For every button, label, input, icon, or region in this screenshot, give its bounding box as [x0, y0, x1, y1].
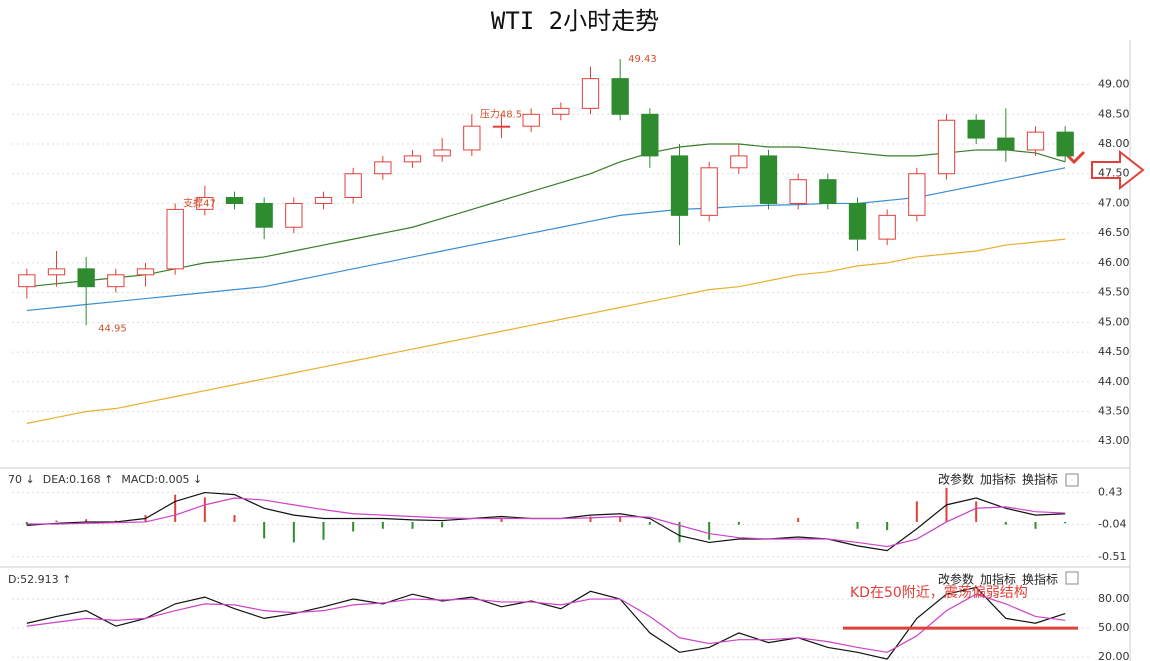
indicator-header: MACD:0.005 ↓	[121, 473, 202, 486]
y-tick-label: 43.50	[1098, 405, 1130, 418]
y-tick-label: 45.50	[1098, 286, 1130, 299]
price-label: 49.43	[628, 54, 657, 65]
y-tick-label: 50.00	[1098, 621, 1130, 634]
y-tick-label: 45.00	[1098, 315, 1130, 328]
y-tick-label: 44.50	[1098, 345, 1130, 358]
candle-body	[730, 155, 748, 169]
candle-body	[136, 268, 155, 276]
candle-body	[581, 78, 600, 109]
indicator-header: 70 ↓	[8, 473, 35, 486]
close-box[interactable]	[1065, 571, 1079, 585]
indicator-line	[26, 167, 1066, 312]
indicator-button[interactable]: 换指标	[1022, 472, 1058, 487]
close-box[interactable]	[1065, 473, 1079, 487]
candle-body	[285, 202, 303, 228]
candle-body	[522, 113, 540, 127]
y-tick-label: -0.04	[1098, 518, 1126, 531]
candle-body	[314, 197, 333, 204]
y-tick-label: 47.50	[1098, 167, 1130, 180]
candle-body	[166, 208, 184, 270]
candle-body	[611, 78, 629, 115]
y-tick-label: 0.43	[1098, 486, 1123, 499]
y-tick-label: 46.50	[1098, 226, 1130, 239]
candle-body	[492, 125, 511, 128]
indicator-header: D:52.913 ↑	[8, 573, 71, 586]
kd-note: KD在50附近，震荡偏弱结构	[850, 585, 1028, 601]
candle-body	[225, 197, 244, 204]
candle-body	[77, 268, 95, 288]
chart-title: WTI 2小时走势	[491, 7, 659, 35]
candle-body	[908, 173, 926, 216]
indicator-header: DEA:0.168 ↑	[43, 473, 114, 486]
candle-body	[374, 161, 392, 175]
candle-body	[255, 202, 273, 228]
candle-body	[967, 119, 985, 139]
indicator-button[interactable]: 加指标	[980, 572, 1016, 587]
indicator-line	[26, 593, 1066, 653]
indicator-line	[26, 491, 1066, 552]
y-tick-label: 20.00	[1098, 650, 1130, 661]
y-tick-label: 46.00	[1098, 256, 1130, 269]
y-tick-label: 47.00	[1098, 196, 1130, 209]
y-tick-label: -0.51	[1098, 550, 1126, 563]
indicator-button[interactable]: 换指标	[1022, 572, 1058, 587]
candle-body	[196, 197, 214, 210]
y-tick-label: 48.00	[1098, 137, 1130, 150]
indicator-button[interactable]: 改参数	[938, 572, 974, 587]
indicator-line	[26, 238, 1066, 424]
candle-body	[552, 107, 570, 115]
trend-arrow	[1091, 149, 1145, 191]
candle-body	[1026, 131, 1045, 151]
candle-body	[759, 155, 778, 204]
candle-body	[848, 202, 867, 240]
candle-body	[344, 173, 362, 199]
y-tick-label: 49.00	[1098, 78, 1130, 91]
price-label: 压力48.5	[480, 107, 522, 120]
y-tick-label: 43.00	[1098, 434, 1130, 447]
candle-body	[789, 179, 807, 204]
price-label: 44.95	[98, 323, 127, 334]
candle-body	[107, 274, 125, 288]
indicator-line	[26, 586, 1066, 660]
candle-body	[641, 113, 659, 157]
candle-body	[18, 274, 36, 288]
candle-body	[1056, 131, 1074, 157]
candle-body	[463, 125, 481, 151]
indicator-button[interactable]: 加指标	[980, 472, 1016, 487]
y-tick-label: 48.50	[1098, 107, 1130, 120]
indicator-line	[26, 497, 1066, 548]
candle-body	[819, 179, 837, 204]
candle-body	[997, 137, 1015, 151]
candle-body	[670, 155, 689, 216]
price-label: 支撑47	[183, 196, 216, 209]
candle-body	[47, 268, 66, 276]
y-tick-label: 44.00	[1098, 375, 1130, 388]
candle-body	[700, 167, 718, 216]
candle-body	[433, 149, 451, 157]
indicator-line	[26, 143, 1066, 288]
candle-body	[878, 214, 896, 240]
candle-body	[403, 155, 422, 163]
indicator-button[interactable]: 改参数	[938, 472, 974, 487]
candle-body	[937, 119, 956, 175]
y-tick-label: 80.00	[1098, 592, 1130, 605]
